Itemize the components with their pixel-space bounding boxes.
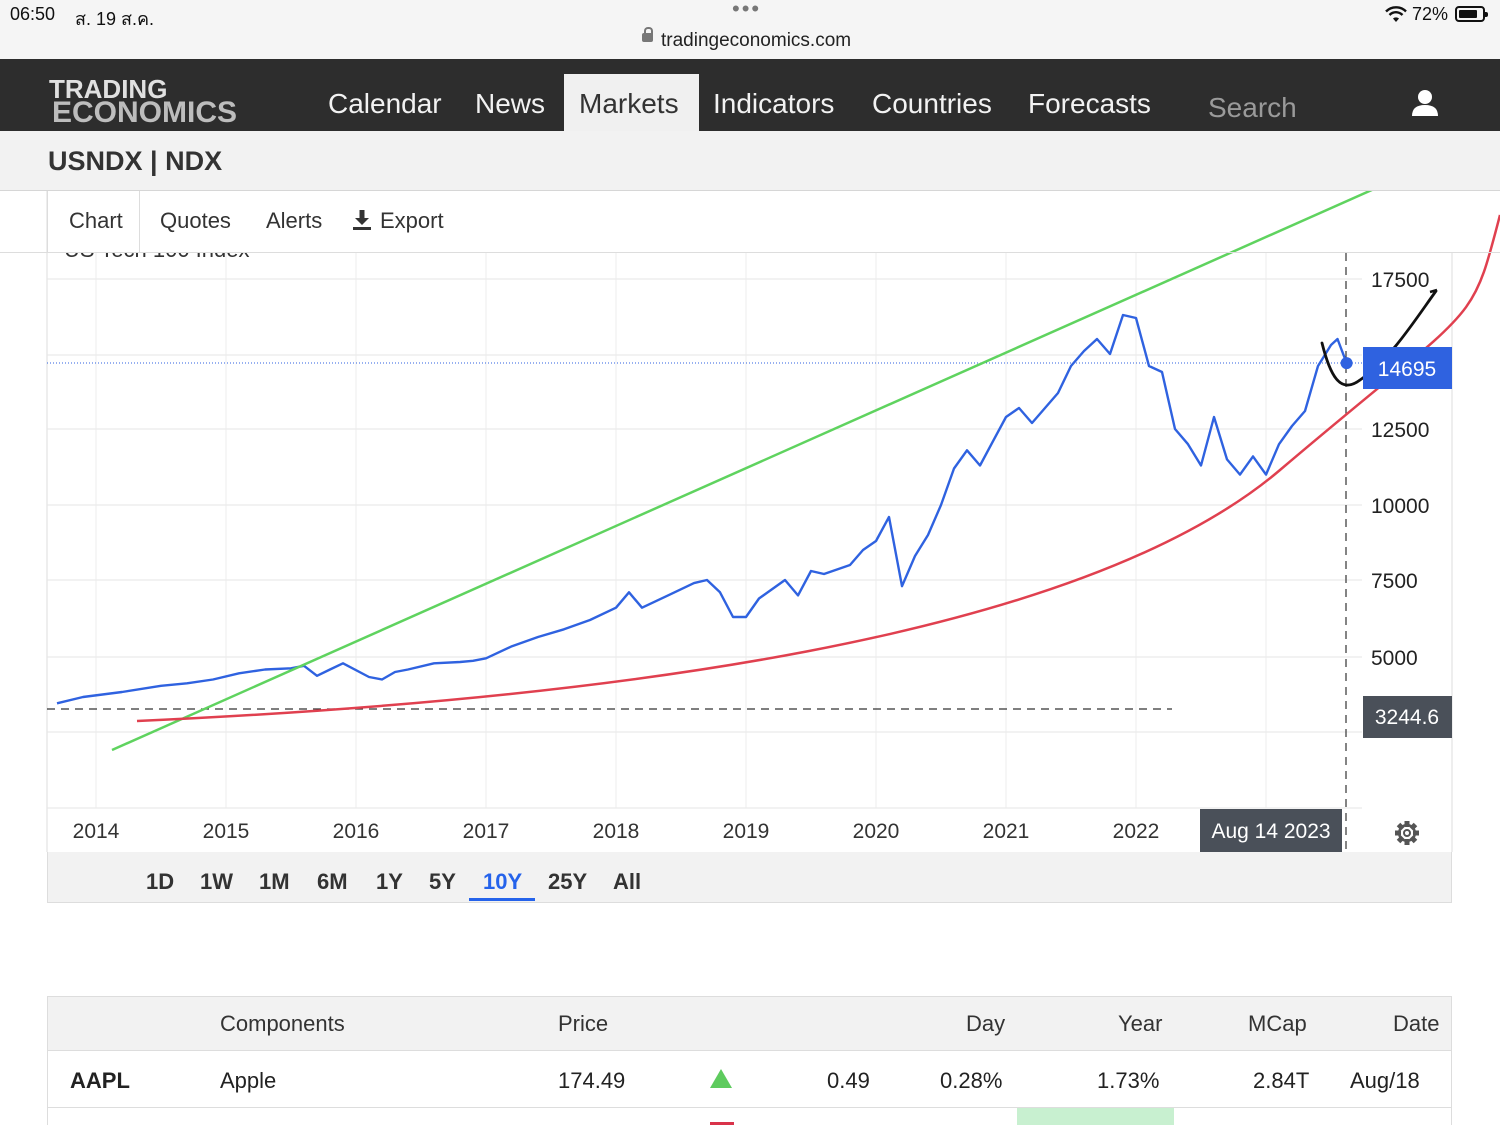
x-tick-label: 2014 xyxy=(73,820,120,843)
y-tick-label: 5000 xyxy=(1371,647,1418,670)
download-icon[interactable] xyxy=(352,209,372,231)
uptrend-line-drawing xyxy=(111,191,1373,752)
curve-line-drawing xyxy=(136,214,1500,723)
column-header-mcap[interactable]: MCap xyxy=(1248,1011,1307,1036)
cell-change: 0.49 xyxy=(827,1068,870,1093)
column-header-year[interactable]: Year xyxy=(1118,1011,1163,1036)
cell-symbol[interactable]: AAPL xyxy=(70,1068,130,1093)
settings-gear-icon[interactable] xyxy=(1395,821,1419,845)
battery-percentage: 72% xyxy=(1412,4,1449,24)
page-title: USNDX | NDX xyxy=(48,146,223,176)
search-placeholder: Search xyxy=(1208,92,1297,123)
tab-quotes[interactable]: Quotes xyxy=(160,208,231,233)
nav-countries[interactable]: Countries xyxy=(872,88,992,119)
range-1w[interactable]: 1W xyxy=(200,869,233,894)
crosshair-date-tag xyxy=(1200,809,1342,852)
more-dots-icon[interactable]: ••• xyxy=(732,0,762,21)
column-header-date[interactable]: Date xyxy=(1393,1011,1440,1036)
x-tick-label: 2021 xyxy=(983,820,1030,843)
annotation-drawing xyxy=(1429,288,1438,294)
cell-year: 1.73% xyxy=(1097,1068,1160,1093)
tabs-divider xyxy=(0,252,1500,253)
status-date: ส. 19 ส.ค. xyxy=(75,9,155,29)
cell-name[interactable]: Apple xyxy=(220,1068,277,1093)
range-10y[interactable]: 10Y xyxy=(483,869,523,894)
gear-hub xyxy=(1403,829,1411,837)
logo-line-1[interactable]: TRADING xyxy=(49,74,168,104)
price-series-line[interactable] xyxy=(56,313,1348,705)
cell-date: Aug/18 xyxy=(1350,1068,1420,1093)
range-1d[interactable]: 1D xyxy=(146,869,175,894)
wifi-icon xyxy=(1385,6,1407,22)
y-tick-label: 12500 xyxy=(1371,419,1429,442)
column-header-price[interactable]: Price xyxy=(558,1011,609,1036)
table-header xyxy=(47,996,1452,1051)
annotation-drawing xyxy=(1320,289,1438,387)
tab-alerts[interactable]: Alerts xyxy=(266,208,323,233)
top-navigation xyxy=(0,59,1500,131)
status-bar xyxy=(0,0,1500,59)
tabs-divider xyxy=(47,191,48,253)
last-value-tag xyxy=(1363,347,1452,389)
cell-price: 174.49 xyxy=(558,1068,626,1093)
cell-mcap: 2.84T xyxy=(1253,1068,1310,1093)
logo-line-2[interactable]: ECONOMICS xyxy=(52,96,238,129)
range-selector xyxy=(47,852,1452,903)
range-1m[interactable]: 1M xyxy=(259,869,290,894)
crosshair-value-label: 3244.6 xyxy=(1375,706,1439,729)
last-price-dot xyxy=(1340,357,1353,370)
tab-export[interactable]: Export xyxy=(380,208,444,233)
table-row[interactable] xyxy=(47,1108,1452,1125)
lock-icon xyxy=(642,27,653,42)
chart-tabs-bar xyxy=(48,191,548,252)
y-tick-label: 10000 xyxy=(1371,495,1429,518)
tabs-divider xyxy=(139,191,140,253)
title-bar xyxy=(0,131,1500,191)
column-header-components[interactable]: Components xyxy=(220,1011,345,1036)
nav-indicators[interactable]: Indicators xyxy=(713,88,835,119)
crosshair-value-tag xyxy=(1363,696,1452,738)
nav-news[interactable]: News xyxy=(475,88,546,119)
x-tick-label: 2020 xyxy=(853,820,900,843)
column-header-day[interactable]: Day xyxy=(966,1011,1006,1036)
range-5y[interactable]: 5Y xyxy=(429,869,456,894)
x-tick-label: 2015 xyxy=(203,820,250,843)
active-range-underline xyxy=(469,898,535,901)
x-tick-label: 2022 xyxy=(1113,820,1160,843)
up-arrow-icon xyxy=(710,1069,732,1088)
nav-calendar[interactable]: Calendar xyxy=(328,88,442,119)
gear-ring xyxy=(1397,823,1417,843)
year-change-highlight xyxy=(1017,1108,1174,1125)
range-all[interactable]: All xyxy=(613,869,642,894)
y-tick-label: 17500 xyxy=(1371,269,1429,292)
x-tick-label: 2019 xyxy=(723,820,770,843)
down-arrow-icon xyxy=(710,1122,734,1125)
tab-chart[interactable]: Chart xyxy=(69,208,123,233)
range-1y[interactable]: 1Y xyxy=(376,869,403,894)
range-6m[interactable]: 6M xyxy=(317,869,348,894)
last-value-label: 14695 xyxy=(1378,358,1436,381)
nav-active-highlight xyxy=(564,74,699,131)
x-tick-label: 2016 xyxy=(333,820,380,843)
y-tick-label: 7500 xyxy=(1371,570,1418,593)
x-tick-label: 2017 xyxy=(463,820,510,843)
status-time: 06:50 xyxy=(10,4,56,24)
x-tick-label: 2018 xyxy=(593,820,640,843)
nav-forecasts[interactable]: Forecasts xyxy=(1028,88,1151,119)
battery-icon xyxy=(1455,6,1488,22)
address-bar[interactable]: tradingeconomics.com xyxy=(661,30,852,51)
table-row[interactable] xyxy=(47,1051,1452,1108)
user-icon[interactable] xyxy=(1410,88,1440,118)
plot-area xyxy=(47,191,1362,808)
crosshair-date-label: Aug 14 2023 xyxy=(1211,820,1330,843)
range-25y[interactable]: 25Y xyxy=(548,869,588,894)
cell-day: 0.28% xyxy=(940,1068,1003,1093)
price-chart[interactable]: US Tech 100 Index17500125001000075005000… xyxy=(0,191,1500,852)
nav-markets[interactable]: Markets xyxy=(579,88,679,119)
